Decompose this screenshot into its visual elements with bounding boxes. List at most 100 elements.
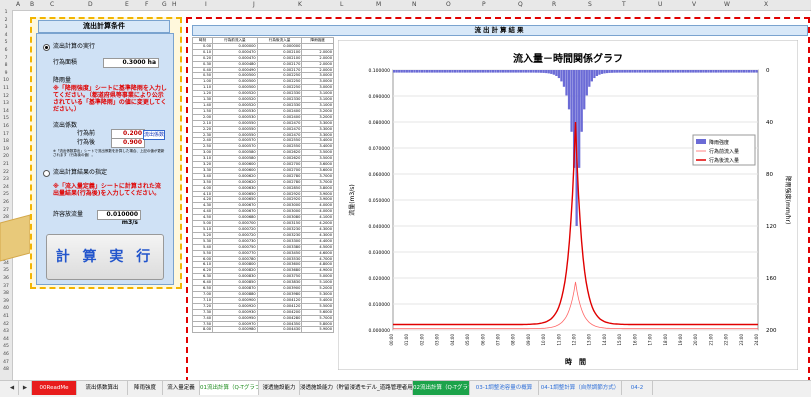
run-calc-radio[interactable] [43,44,50,51]
row-number[interactable]: 3 [4,25,8,31]
column-letter[interactable]: P [482,1,486,8]
specify-result-radio[interactable] [43,170,50,177]
x-tick-label: 21:00 [708,334,713,346]
execute-calc-button[interactable]: 計 算 実 行 [46,234,164,280]
rain-bar [747,70,751,73]
column-letter[interactable]: Q [518,1,523,8]
column-letter[interactable]: K [298,1,302,8]
flow-coef-button[interactable]: 流出係数 [143,130,165,140]
column-letter[interactable]: J [253,1,255,8]
row-number[interactable]: 18 [3,139,9,145]
column-letter[interactable]: C [50,1,55,8]
row-number[interactable]: 21 [3,162,9,167]
sheet-tab[interactable]: 浸透施設能力 [259,381,300,395]
row-number[interactable]: 35 [3,268,9,274]
row-number[interactable]: 44 [3,336,9,342]
row-number[interactable]: 27 [3,207,9,213]
sheet-tab[interactable]: 流出係数算出 [77,381,128,395]
rain-bar [410,70,414,73]
table-cell[interactable]: 0.004430 [256,326,303,334]
row-number[interactable]: 1 [4,10,8,15]
table-cell[interactable]: 8.00 [191,326,214,334]
sheet-tab[interactable]: 04-1調整計算（自然調節方式） [539,381,622,395]
column-letter[interactable]: M [376,1,382,8]
column-letter[interactable]: O [446,1,451,8]
row-number[interactable]: 16 [3,124,9,129]
row-number[interactable]: 25 [3,192,9,198]
row-number[interactable]: 45 [3,344,9,350]
sheet-tab[interactable]: ◀ [6,381,19,395]
sheet-tab[interactable]: 03-1調整池容量の概算 [470,381,539,395]
sheet-tab[interactable]: 降雨強度 [128,381,163,395]
row-number[interactable]: 39 [3,298,9,304]
sheet-tab[interactable]: 流入量定義 [163,381,200,395]
column-letter[interactable]: A [16,1,21,8]
column-letter[interactable]: U [658,1,663,8]
row-number[interactable]: 40 [3,306,9,312]
row-number[interactable]: 9 [4,70,8,76]
row-number[interactable]: 12 [3,93,9,99]
sheet-tab[interactable]: 01流出計算（Q-Tグラフ） [200,381,259,395]
column-letter[interactable]: B [30,1,35,8]
row-number[interactable]: 43 [3,329,9,335]
row-number[interactable]: 36 [3,276,9,281]
sheet-tab[interactable]: ▶ [19,381,32,395]
row-number[interactable]: 11 [3,86,9,91]
column-letter[interactable]: D [88,1,93,8]
row-number[interactable]: 23 [3,177,9,183]
row-number[interactable]: 14 [3,108,9,114]
row-number[interactable]: 26 [3,200,9,205]
row-number[interactable]: 2 [4,17,8,23]
rain-bar [699,70,702,73]
column-letter[interactable]: T [622,1,626,8]
rain-bar [496,70,500,73]
row-number[interactable]: 6 [4,48,8,53]
row-number[interactable]: 38 [3,291,9,297]
sheet-tab[interactable]: 04-2 [622,381,653,395]
row-number[interactable]: 48 [3,367,9,373]
row-number[interactable]: 24 [3,184,9,190]
column-letter[interactable]: I [205,1,207,8]
column-letter[interactable]: F [145,1,149,8]
row-number[interactable]: 17 [3,131,9,137]
row-number[interactable]: 19 [3,146,9,152]
row-number[interactable]: 15 [3,116,9,122]
sheet-tab[interactable]: 02流出計算（Q-Tグラフ） [413,381,470,395]
table-cell[interactable]: 5.9000 [301,326,334,334]
row-number[interactable]: 13 [3,101,9,107]
column-letter[interactable]: S [588,1,592,8]
row-number[interactable]: 8 [4,63,8,69]
table-cell[interactable]: 0.000980 [212,326,258,334]
row-number[interactable]: 34 [3,260,9,266]
sheet-tab[interactable]: 00ReadMe [32,381,77,395]
y-tick-label: 0.080000 [369,120,391,126]
row-number[interactable]: 5 [4,40,8,46]
column-letter[interactable]: G [162,1,167,8]
row-number[interactable]: 41 [3,314,9,319]
row-number[interactable]: 37 [3,283,9,289]
row-number[interactable]: 10 [3,78,9,84]
allow-field[interactable]: 0.010000 m3/s [97,210,141,226]
row-number[interactable]: 42 [3,321,9,327]
column-letter[interactable]: R [552,1,557,8]
column-letter[interactable]: W [724,1,730,8]
after-coef-field[interactable]: 0.900 [111,138,145,148]
column-letter[interactable]: E [125,1,129,8]
row-number[interactable]: 47 [3,359,9,365]
row-number[interactable]: 7 [4,55,8,61]
column-letter[interactable]: V [692,1,697,8]
column-letter[interactable]: L [340,1,344,8]
row-number[interactable]: 22 [3,169,9,175]
row-number[interactable]: 46 [3,352,9,357]
column-letter[interactable]: H [172,1,177,8]
rain-bar [674,70,677,73]
x-tick-label: 00:00 [389,334,394,346]
row-number[interactable]: 4 [4,32,8,38]
column-letter[interactable]: N [412,1,417,8]
rain-bar [567,70,571,110]
row-number[interactable]: 28 [3,215,9,221]
sheet-tab[interactable]: 浸透施設能力（貯留浸透モデル_道路管理者用） [300,381,413,395]
column-letter[interactable]: X [764,1,769,8]
area-field[interactable]: 0.3000 ha [103,58,159,68]
row-number[interactable]: 20 [3,154,9,160]
